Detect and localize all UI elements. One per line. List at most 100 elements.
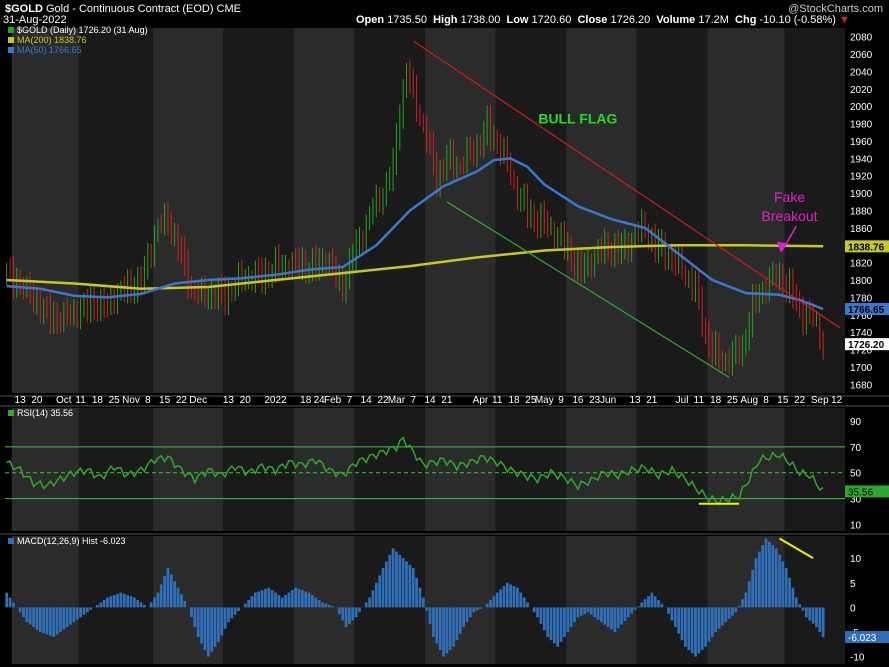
macd-histogram-bar [798,604,802,608]
watermark: @StockCharts.com [788,3,883,15]
macd-histogram-bar [569,607,573,628]
x-tick-label: 16 [572,395,584,406]
price-y-tick: 1880 [850,207,873,218]
macd-histogram-bar [737,605,741,608]
macd-histogram-bar [603,607,607,625]
x-tick-label: 8 [763,395,769,406]
macd-histogram-bar [425,607,429,611]
month-band [784,408,845,531]
month-band [636,28,708,393]
month-band [354,28,425,393]
macd-histogram-bar [48,607,52,636]
macd-histogram-bar [398,554,402,608]
macd-histogram-bar [687,607,691,651]
macd-histogram-bar [72,607,76,623]
macd-histogram-bar [704,607,707,647]
macd-legend: MACD(12,26,9) Hist -6.023 [17,536,126,546]
chart-annotation: Breakout [762,208,818,224]
symbol: $GOLD [5,3,43,15]
macd-histogram-bar [485,603,489,608]
price-y-tick: 1680 [850,380,873,391]
macd-histogram-bar [183,600,187,608]
macd-y-tick: 0 [850,603,856,614]
macd-histogram-bar [119,592,123,608]
macd-histogram-bar [351,607,355,621]
macd-histogram-bar [522,597,526,608]
macd-histogram-bar [384,561,388,608]
macd-histogram-bar [448,607,452,651]
x-tick-label: 18 [508,395,520,406]
month-band [11,28,79,393]
month-band [293,536,355,664]
macd-histogram-bar [636,606,640,608]
open-value: 1735.50 [387,14,427,26]
macd-histogram-bar [163,576,166,608]
macd-histogram-bar [596,607,600,620]
macd-histogram-bar [788,577,791,608]
macd-histogram-bar [438,607,442,651]
macd-y-tick: 5 [850,579,856,590]
macd-histogram-bar [267,587,271,608]
x-tick-label: 13 [223,395,235,406]
macd-histogram-bar [647,595,650,608]
price-y-tick: 1700 [850,363,873,374]
macd-histogram-bar [694,607,697,657]
x-tick-label: Oct [56,395,72,406]
macd-histogram-bar [741,599,744,608]
price-y-tick: 1860 [850,224,873,235]
macd-histogram-bar [5,592,9,608]
macd-histogram-bar [452,607,455,647]
price-y-tick: 1960 [850,137,873,148]
macd-histogram-bar [65,607,69,628]
macd-histogram-bar [435,607,439,644]
last-value-tag [845,303,889,316]
chart-annotation: BULL FLAG [538,111,617,127]
legend-swatch [8,538,14,544]
macd-histogram-bar [650,592,654,608]
macd-histogram-bar [297,588,301,608]
channel-top-line [412,40,841,329]
macd-histogram-bar [411,568,415,608]
month-band [354,408,425,531]
macd-histogram-bar [690,607,694,654]
macd-histogram-bar [314,597,318,608]
macd-histogram-bar [250,596,254,608]
macd-histogram-bar [768,541,771,608]
macd-histogram-bar [317,600,321,608]
close-value: 1726.20 [610,14,651,26]
macd-histogram-bar [264,588,267,608]
rsi-y-tick: 70 [850,443,862,454]
macd-histogram-bar [512,586,516,608]
x-tick-label: 20 [31,395,43,406]
x-tick-label: Sep [811,395,829,406]
x-tick-label: 22 [176,395,188,406]
month-band [495,408,567,531]
macd-histogram-bar [781,561,785,608]
macd-histogram-bar [52,607,56,637]
macd-histogram-bar [371,590,375,608]
macd-histogram-bar [731,607,734,616]
macd-histogram-bar [747,581,751,608]
macd-histogram-bar [230,607,234,619]
macd-histogram-bar [180,594,183,608]
price-legend-entry: $GOLD (Daily) 1726.20 (31 Aug) [17,25,148,35]
macd-histogram-bar [348,607,351,624]
macd-histogram-bar [821,607,825,638]
macd-histogram-bar [657,600,660,608]
symbol-title: $GOLD Gold - Continuous Contract (EOD) C… [5,3,241,16]
macd-histogram-bar [321,602,324,608]
macd-histogram-bar [707,607,711,642]
month-band [11,408,79,531]
month-band [566,536,637,664]
macd-histogram-bar [804,607,808,618]
macd-histogram-bar [190,607,193,618]
macd-histogram-bar [499,589,502,608]
macd-histogram-bar [341,607,345,621]
macd-histogram-bar [724,607,728,623]
macd-histogram-bar [25,607,29,623]
macd-histogram-bar [667,607,670,614]
macd-histogram-bar [640,602,644,608]
price-y-tick: 2020 [850,85,873,96]
macd-histogram-bar [28,607,32,625]
x-tick-label: 7 [347,395,353,406]
